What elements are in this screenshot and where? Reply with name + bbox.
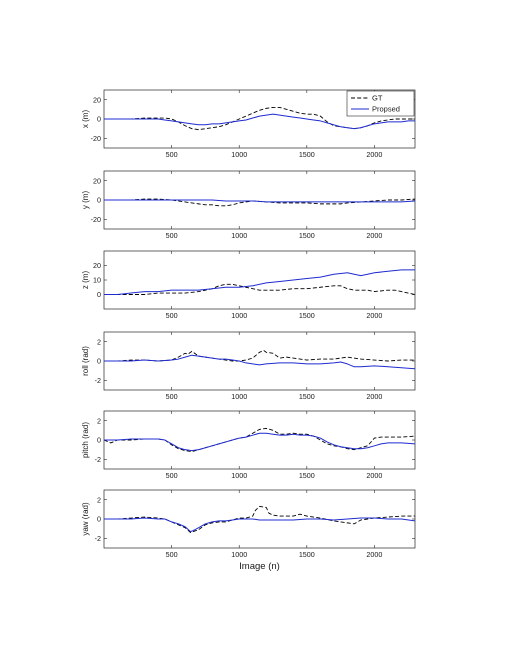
series-line-propsed <box>104 432 415 452</box>
panel-yaw-rad: 500 1000 1500 2000 -2 0 2 yaw (rad) Image (n) <box>81 489 416 572</box>
x-tick-label: 500 <box>166 231 178 240</box>
legend-box <box>346 90 415 117</box>
legend-label-gt: GT <box>372 94 383 103</box>
x-tick-label: 1500 <box>299 392 315 401</box>
y-axis-label: roll (rad) <box>81 346 90 376</box>
y-axis-label: yaw (rad) <box>81 502 90 536</box>
axes-box <box>103 331 416 391</box>
x-tick-label: 1000 <box>231 392 247 401</box>
x-tick-label: 1000 <box>231 150 247 159</box>
y-axis-label: y (m) <box>81 191 90 210</box>
y-tick-label: 0 <box>97 436 101 445</box>
x-axis-label: Image (n) <box>239 561 280 572</box>
series-group <box>104 198 415 207</box>
y-tick-label: 10 <box>93 276 101 285</box>
y-tick-label: 2 <box>97 495 101 504</box>
series-group <box>104 427 415 453</box>
x-tick-label: 2000 <box>366 311 382 320</box>
axes-box <box>103 250 416 310</box>
x-tick-label: 2000 <box>366 150 382 159</box>
y-tick-label: -2 <box>95 455 101 464</box>
y-tick-label: -20 <box>91 134 101 143</box>
y-tick-label: -2 <box>95 534 101 543</box>
x-tick-label: 1000 <box>231 231 247 240</box>
panel-y-m: 500 1000 1500 2000 -20 0 20y (m) <box>81 170 416 240</box>
x-tick-label: 2000 <box>366 392 382 401</box>
series-line-gt <box>104 427 415 453</box>
series-line-propsed <box>104 517 415 533</box>
y-axis-label: x (m) <box>81 110 90 129</box>
y-tick-label: 0 <box>97 357 101 366</box>
y-tick-label: 2 <box>97 337 101 346</box>
y-tick-label: 20 <box>93 261 101 270</box>
series-line-gt <box>104 349 415 362</box>
series-group <box>104 505 415 533</box>
y-tick-label: 2 <box>97 416 101 425</box>
x-tick-label: 2000 <box>366 471 382 480</box>
series-line-propsed <box>104 113 415 130</box>
series-line-propsed <box>104 354 415 370</box>
series-line-gt <box>104 283 415 295</box>
y-tick-label: 20 <box>93 176 101 185</box>
x-tick-label: 2000 <box>366 231 382 240</box>
y-tick-label: 0 <box>97 290 101 299</box>
x-tick-label: 1500 <box>299 471 315 480</box>
axes-box <box>103 410 416 470</box>
axes-box <box>103 489 416 549</box>
x-tick-label: 1500 <box>299 150 315 159</box>
x-tick-label: 500 <box>166 471 178 480</box>
y-axis-label: z (m) <box>81 271 90 290</box>
series-group <box>104 349 415 370</box>
x-tick-label: 500 <box>166 392 178 401</box>
panel-pitch-rad: 500 1000 1500 2000 -2 0 2 pitch (rad) <box>81 410 416 480</box>
x-tick-label: 1000 <box>231 471 247 480</box>
legend: GT Propsed <box>346 90 415 117</box>
x-tick-label: 500 <box>166 311 178 320</box>
series-group <box>104 106 415 131</box>
y-tick-label: -2 <box>95 376 101 385</box>
y-axis-label: pitch (rad) <box>81 422 90 458</box>
panel-roll-rad: 500 1000 1500 2000 -2 0 2 roll (rad) <box>81 331 416 401</box>
panel-z-m: 500 1000 1500 2000 0 10 20z (m) <box>81 250 416 320</box>
x-tick-label: 1500 <box>299 311 315 320</box>
x-tick-label: 1000 <box>231 550 247 559</box>
legend-label-propsed: Propsed <box>372 105 400 114</box>
x-tick-label: 500 <box>166 550 178 559</box>
series-line-propsed <box>104 199 415 203</box>
y-tick-label: 20 <box>93 95 101 104</box>
x-tick-label: 500 <box>166 150 178 159</box>
series-line-propsed <box>104 269 415 295</box>
x-tick-label: 1500 <box>299 231 315 240</box>
x-tick-label: 1000 <box>231 311 247 320</box>
y-tick-label: 0 <box>97 515 101 524</box>
x-tick-label: 2000 <box>366 550 382 559</box>
y-tick-label: -20 <box>91 215 101 224</box>
x-tick-label: 1500 <box>299 550 315 559</box>
series-group <box>104 269 415 295</box>
y-tick-label: 0 <box>97 115 101 124</box>
y-tick-label: 0 <box>97 196 101 205</box>
panel-x-m: 500 1000 1500 2000 -20 0 20x (m) GT Propsed <box>81 89 416 159</box>
